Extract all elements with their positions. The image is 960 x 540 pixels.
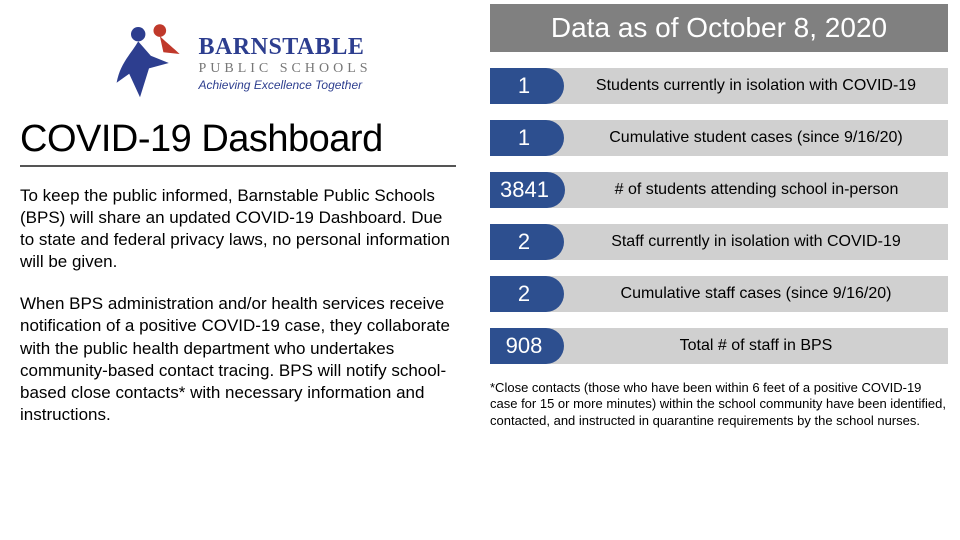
metric-label: Staff currently in isolation with COVID-…: [564, 233, 948, 251]
metric-cumulative-staff-cases: 2 Cumulative staff cases (since 9/16/20): [490, 276, 948, 312]
metric-value: 3841: [490, 172, 565, 208]
page-title: COVID-19 Dashboard: [20, 118, 456, 167]
right-panel: Data as of October 8, 2020 1 Students cu…: [480, 0, 960, 540]
metric-value: 1: [490, 120, 564, 156]
left-panel: BARNSTABLE PUBLIC SCHOOLS Achieving Exce…: [0, 0, 480, 540]
metric-label: Total # of staff in BPS: [564, 337, 948, 355]
metric-label: # of students attending school in-person: [565, 181, 948, 199]
body-text: To keep the public informed, Barnstable …: [20, 185, 456, 426]
logo-name: BARNSTABLE: [198, 34, 371, 61]
metric-value: 2: [490, 276, 564, 312]
paragraph-1: To keep the public informed, Barnstable …: [20, 185, 456, 273]
logo-sub: PUBLIC SCHOOLS: [198, 61, 371, 77]
logo-block: BARNSTABLE PUBLIC SCHOOLS Achieving Exce…: [20, 18, 456, 108]
metric-cumulative-student-cases: 1 Cumulative student cases (since 9/16/2…: [490, 120, 948, 156]
metric-students-isolation: 1 Students currently in isolation with C…: [490, 68, 948, 104]
logo-tagline: Achieving Excellence Together: [198, 78, 371, 92]
paragraph-2: When BPS administration and/or health se…: [20, 293, 456, 426]
footnote: *Close contacts (those who have been wit…: [490, 380, 948, 429]
data-date-header: Data as of October 8, 2020: [490, 4, 948, 52]
metric-value: 908: [490, 328, 564, 364]
star-people-icon: [104, 18, 194, 108]
metric-value: 2: [490, 224, 564, 260]
metric-staff-isolation: 2 Staff currently in isolation with COVI…: [490, 224, 948, 260]
metric-label: Cumulative student cases (since 9/16/20): [564, 129, 948, 147]
metric-value: 1: [490, 68, 564, 104]
metric-students-in-person: 3841 # of students attending school in-p…: [490, 172, 948, 208]
metric-label: Cumulative staff cases (since 9/16/20): [564, 285, 948, 303]
metric-label: Students currently in isolation with COV…: [564, 77, 948, 95]
metric-total-staff: 908 Total # of staff in BPS: [490, 328, 948, 364]
logo-text: BARNSTABLE PUBLIC SCHOOLS Achieving Exce…: [198, 34, 371, 92]
